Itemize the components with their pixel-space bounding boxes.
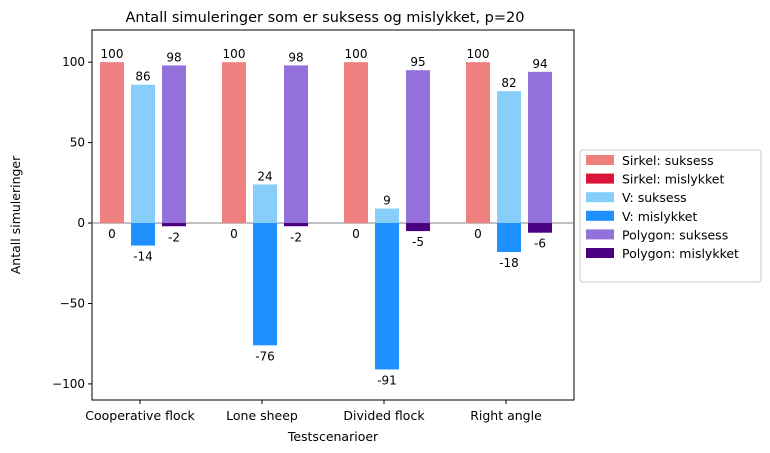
data-label-polygon-mislykket: -5: [412, 235, 424, 249]
y-tick-label: 50: [70, 136, 85, 150]
x-axis-label: Testscenarioer: [287, 429, 379, 444]
bar-polygon-suksess-lone-sheep: [284, 65, 308, 224]
data-label-polygon-suksess: 94: [532, 57, 547, 71]
bar-polygon-mislykket-right-angle: [528, 223, 552, 233]
legend-label-sirkel-mislykket: Sirkel: mislykket: [622, 172, 724, 187]
data-label-v-suksess: 9: [383, 194, 391, 208]
bar-sirkel-suksess-right-angle: [466, 62, 490, 224]
bar-sirkel-suksess-cooperative-flock: [100, 62, 124, 224]
legend-label-polygon-suksess: Polygon: suksess: [622, 227, 728, 242]
legend-swatch-v-suksess: [586, 192, 614, 203]
bar-sirkel-suksess-lone-sheep: [222, 62, 246, 224]
data-label-sirkel-mislykket: 0: [108, 227, 116, 241]
data-label-sirkel-mislykket: 0: [352, 227, 360, 241]
legend-swatch-v-mislykket: [586, 210, 614, 221]
data-label-v-suksess: 82: [501, 76, 516, 90]
data-label-sirkel-suksess: 100: [467, 47, 490, 61]
data-label-sirkel-mislykket: 0: [474, 227, 482, 241]
bar-polygon-suksess-divided-flock: [406, 70, 430, 224]
data-label-v-mislykket: -18: [499, 256, 519, 270]
plot-area: [91, 29, 575, 401]
legend-swatch-sirkel-mislykket: [586, 173, 614, 184]
data-label-v-mislykket: -76: [255, 349, 275, 363]
bar-sirkel-suksess-divided-flock: [344, 62, 368, 224]
bar-v-suksess-right-angle: [497, 91, 521, 224]
bar-v-mislykket-lone-sheep: [253, 223, 277, 346]
data-label-v-suksess: 24: [257, 169, 272, 183]
data-label-polygon-mislykket: -2: [168, 230, 180, 244]
bar-polygon-mislykket-divided-flock: [406, 223, 430, 232]
data-label-polygon-suksess: 95: [410, 55, 425, 69]
bar-v-suksess-cooperative-flock: [131, 84, 155, 224]
data-label-polygon-suksess: 98: [166, 50, 181, 64]
data-label-sirkel-mislykket: 0: [230, 227, 238, 241]
data-label-polygon-mislykket: -2: [290, 230, 302, 244]
data-label-v-mislykket: -14: [133, 250, 153, 264]
bar-polygon-mislykket-cooperative-flock: [162, 223, 186, 227]
x-tick-label: Divided flock: [343, 408, 425, 423]
legend-swatch-polygon-suksess: [586, 229, 614, 240]
bar-polygon-suksess-right-angle: [528, 71, 552, 224]
x-tick-label: Cooperative flock: [85, 408, 195, 423]
bar-v-mislykket-divided-flock: [375, 223, 399, 370]
x-tick-label: Right angle: [470, 408, 542, 423]
y-tick-label: −50: [60, 296, 85, 310]
legend-frame: [579, 149, 762, 283]
data-label-polygon-mislykket: -6: [534, 237, 546, 251]
data-label-v-suksess: 86: [135, 70, 150, 84]
data-label-sirkel-suksess: 100: [223, 47, 246, 61]
legend-label-v-mislykket: V: mislykket: [622, 209, 697, 224]
data-label-v-mislykket: -91: [377, 373, 397, 387]
bar-v-mislykket-right-angle: [497, 223, 521, 252]
y-tick-label: −100: [52, 377, 85, 391]
data-label-sirkel-suksess: 100: [101, 47, 124, 61]
x-tick-label: Lone sheep: [226, 408, 298, 423]
chart-title: Antall simuleringer som er suksess og mi…: [126, 10, 525, 26]
y-axis-label: Antall simuleringer: [8, 155, 23, 274]
legend-label-v-suksess: V: suksess: [622, 190, 687, 205]
bar-v-suksess-lone-sheep: [253, 184, 277, 224]
legend-label-polygon-mislykket: Polygon: mislykket: [622, 246, 739, 261]
bar-v-mislykket-cooperative-flock: [131, 223, 155, 246]
chart-marks: −100 −50 0 50 100 100 0 86 -14 98 -2 Cooperative fl…: [52, 47, 574, 423]
legend-label-sirkel-suksess: Sirkel: suksess: [622, 153, 714, 168]
data-label-polygon-suksess: 98: [288, 50, 303, 64]
y-tick-label: 0: [77, 216, 85, 230]
bar-polygon-mislykket-lone-sheep: [284, 223, 308, 227]
legend-swatch-sirkel-suksess: [586, 155, 614, 165]
bar-polygon-suksess-cooperative-flock: [162, 65, 186, 224]
data-label-sirkel-suksess: 100: [345, 47, 368, 61]
legend: Sirkel: suksess Sirkel: mislykket V: sukse…: [579, 149, 762, 283]
legend-swatch-polygon-mislykket: [586, 248, 614, 258]
y-tick-label: 100: [62, 55, 85, 69]
bar-v-suksess-divided-flock: [375, 208, 399, 224]
